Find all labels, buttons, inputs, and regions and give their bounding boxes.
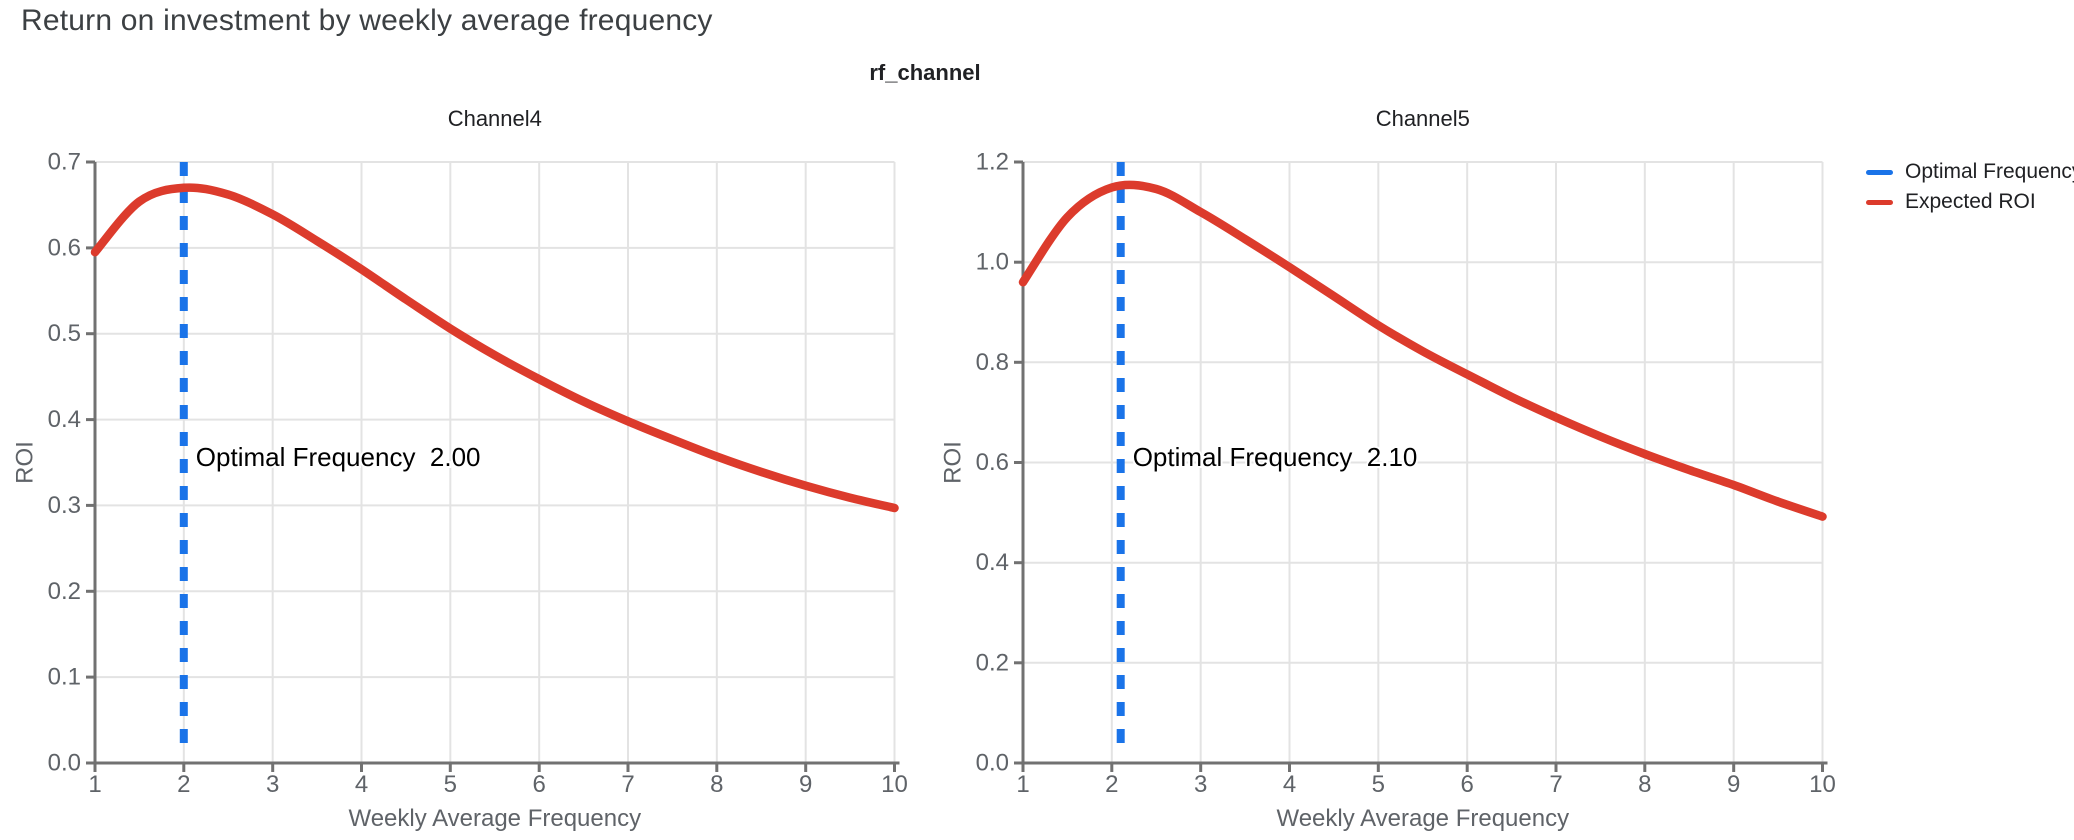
x-tick-label: 5 <box>1372 771 1385 798</box>
channel-title: Channel4 <box>448 106 542 131</box>
y-tick-label: 0.4 <box>976 549 1009 576</box>
y-tick-label: 0.7 <box>48 149 81 176</box>
legend-label-optimal-frequency: Optimal Frequency <box>1905 160 2074 183</box>
x-tick-label: 6 <box>533 771 546 798</box>
page-title: Return on investment by weekly average f… <box>21 4 713 37</box>
x-tick-label: 3 <box>266 771 279 798</box>
optimal-frequency-annotation: Optimal Frequency 2.00 <box>196 442 481 472</box>
legend-item-optimal-frequency: Optimal Frequency <box>1866 157 2074 187</box>
y-axis-title: ROI <box>12 441 39 484</box>
x-axis-title: Weekly Average Frequency <box>1276 805 1569 832</box>
x-tick-label: 10 <box>881 771 908 798</box>
y-tick-label: 0.4 <box>48 406 81 433</box>
legend: Optimal Frequency Expected ROI <box>1866 157 2074 217</box>
x-axis-title: Weekly Average Frequency <box>348 805 641 832</box>
y-tick-label: 1.0 <box>976 249 1009 276</box>
y-tick-label: 0.2 <box>976 649 1009 676</box>
x-tick-label: 4 <box>1283 771 1296 798</box>
y-tick-label: 0.0 <box>976 750 1009 777</box>
channel-title: Channel5 <box>1376 106 1470 131</box>
y-tick-label: 0.8 <box>976 349 1009 376</box>
expected-roi-curve <box>1018 180 1827 521</box>
y-tick-label: 0.0 <box>48 750 81 777</box>
subplot-channel4: 1 2 3 4 5 6 7 8 9 10 0.0 0.1 0.2 0.3 0.4 0.5 0.6 0.7 Weekl… <box>12 106 908 832</box>
legend-swatch-expected-roi-icon <box>1866 199 1893 205</box>
y-tick-label: 0.6 <box>976 449 1009 476</box>
x-tick-label: 8 <box>1638 771 1651 798</box>
y-tick-label: 0.3 <box>48 492 81 519</box>
x-tick-label: 2 <box>177 771 190 798</box>
expected-roi-curve <box>90 183 899 513</box>
x-tick-label: 4 <box>355 771 368 798</box>
x-tick-label: 6 <box>1461 771 1474 798</box>
legend-swatch-optimal-frequency-icon <box>1866 169 1893 175</box>
x-tick-label: 5 <box>444 771 457 798</box>
optimal-frequency-annotation: Optimal Frequency 2.10 <box>1133 442 1418 472</box>
x-tick-label: 3 <box>1194 771 1207 798</box>
subplots-container: 1 2 3 4 5 6 7 8 9 10 0.0 0.1 0.2 0.3 0.4 0.5 0.6 0.7 Weekl… <box>12 106 1836 832</box>
y-tick-label: 1.2 <box>976 149 1009 176</box>
x-tick-label: 9 <box>1727 771 1740 798</box>
legend-label-expected-roi: Expected ROI <box>1905 190 2036 213</box>
y-tick-label: 0.6 <box>48 234 81 261</box>
legend-item-expected-roi: Expected ROI <box>1866 187 2074 217</box>
y-tick-label: 0.1 <box>48 664 81 691</box>
x-tick-label: 9 <box>799 771 812 798</box>
x-tick-label: 2 <box>1105 771 1118 798</box>
x-tick-label: 1 <box>88 771 101 798</box>
subplot-channel5: 1 2 3 4 5 6 7 8 9 10 0.0 0.2 0.4 0.6 0.8 1.0 1.2 Weekly A… <box>940 106 1836 832</box>
y-axis-title: ROI <box>940 441 967 484</box>
x-tick-label: 1 <box>1016 771 1029 798</box>
x-tick-label: 7 <box>1549 771 1562 798</box>
x-tick-label: 8 <box>710 771 723 798</box>
y-tick-label: 0.2 <box>48 578 81 605</box>
y-tick-label: 0.5 <box>48 320 81 347</box>
x-tick-label: 10 <box>1809 771 1836 798</box>
x-tick-label: 7 <box>621 771 634 798</box>
facet-strip-title: rf_channel <box>869 60 980 85</box>
